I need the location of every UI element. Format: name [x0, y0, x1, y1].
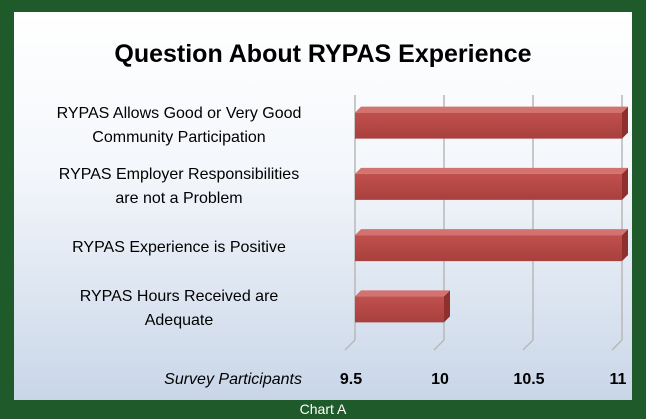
bar-top — [355, 229, 628, 236]
category-label: RYPAS Experience is Positive — [72, 239, 286, 257]
grid-line — [344, 339, 356, 351]
bar — [355, 173, 622, 200]
chart-title: Question About RYPAS Experience — [114, 40, 532, 68]
category-label: RYPAS Allows Good or Very Good Community… — [56, 104, 302, 146]
grid-line — [433, 339, 445, 351]
bar — [355, 235, 622, 262]
bar-top — [355, 167, 628, 174]
bar-top — [355, 290, 450, 297]
grid-line — [611, 339, 623, 351]
grid-line — [522, 339, 534, 351]
category-label: RYPAS Employer Responsibilities are not … — [58, 165, 300, 207]
caption: Chart A — [299, 401, 347, 417]
x-tick-label: 11 — [610, 371, 627, 388]
x-tick-label: 10.5 — [513, 371, 544, 388]
x-tick-label: 10 — [431, 371, 449, 388]
x-axis-label: Survey Participants — [164, 371, 302, 388]
chart: 9.5 10 10.5 11 Survey Participants — [164, 95, 628, 388]
bar-side — [622, 229, 628, 262]
bar-side — [444, 290, 450, 323]
x-tick-label: 9.5 — [340, 371, 362, 388]
bar — [355, 112, 622, 139]
bar-side — [622, 106, 628, 139]
bar-top — [355, 106, 628, 113]
bar — [355, 296, 444, 323]
category-label: RYPAS Hours Received are Adequate — [79, 288, 279, 330]
bar-side — [622, 167, 628, 200]
chart-panel: 9.5 10 10.5 11 Survey Participants Question … — [14, 12, 632, 400]
